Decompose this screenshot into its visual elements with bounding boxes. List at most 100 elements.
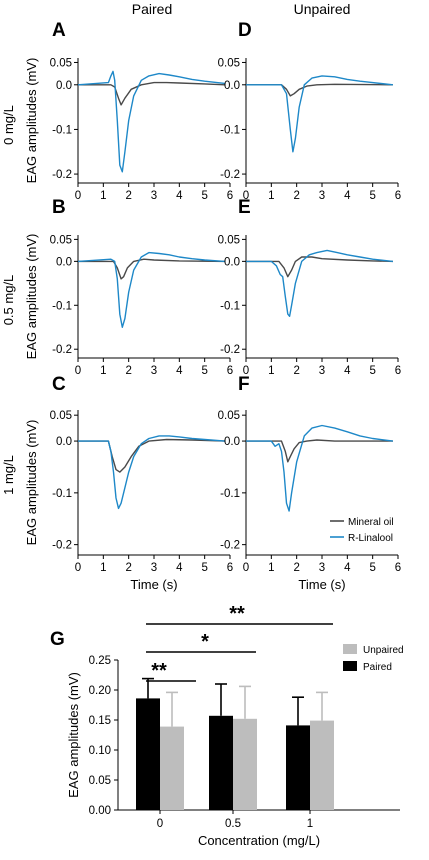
panel-letter-F: F — [238, 374, 250, 395]
x-tick-label: 1 — [100, 562, 106, 574]
x-tick-label: 4 — [176, 365, 183, 377]
series-line-r-linalool — [246, 75, 393, 153]
series-line-mineral-oil — [78, 81, 225, 106]
x-tick-label: 2 — [293, 562, 299, 574]
x-tick-label: 6 — [395, 562, 401, 574]
x-axis-label: Time (s) — [298, 577, 345, 592]
y-tick-label: -0.2 — [52, 169, 72, 181]
bar-legend: Unpaired Paired — [343, 644, 404, 673]
y-tick-label: -0.2 — [52, 344, 72, 356]
x-tick-label: 2 — [125, 562, 131, 574]
series-line-r-linalool — [77, 251, 225, 328]
x-tick-label: 2 — [293, 365, 299, 377]
y-axis-label: EAG amplitudes (mV) — [24, 420, 39, 546]
x-tick-label: 6 — [395, 365, 401, 377]
x-tick-label: 1 — [268, 190, 274, 202]
x-tick-label: 1 — [268, 562, 274, 574]
bar-paired — [136, 698, 160, 810]
y-tick-label: -0.1 — [220, 300, 240, 312]
x-tick-label: 3 — [151, 365, 157, 377]
series-line-r-linalool — [78, 435, 225, 510]
y-tick-label: 0.05 — [218, 234, 240, 246]
series-line-mineral-oil — [246, 256, 393, 278]
bar-unpaired — [310, 720, 334, 810]
x-tick-label: 0 — [75, 365, 81, 377]
series-line-mineral-oil — [246, 439, 393, 463]
panel-A: A 0 1 2 3 4 5 6 0.05 0.0 -0.1 -0.2 EAG amplitudes (m… — [24, 20, 233, 202]
x-tick-label: 2 — [125, 365, 131, 377]
series-line-mineral-oil — [246, 83, 393, 97]
series-line-mineral-oil — [78, 438, 225, 473]
x-tick-label: 4 — [176, 562, 183, 574]
x-tick-label: 5 — [201, 562, 207, 574]
y-tick-label: -0.2 — [220, 540, 240, 552]
bar-paired — [286, 725, 310, 810]
row-label-1: 1 mg/L — [1, 455, 16, 495]
x-tick-label: 3 — [319, 190, 325, 202]
y-tick-label: -0.2 — [52, 540, 72, 552]
panel-F: F 0 1 2 3 4 5 6 0.05 0.0 -0.1 -0.2 Time (s) — [218, 374, 402, 592]
series-line-r-linalool — [246, 249, 393, 317]
legend-swatch-paired — [343, 661, 357, 671]
x-tick-label: 0.5 — [225, 818, 241, 830]
significance-label: * — [201, 631, 209, 653]
significance-label: ** — [151, 660, 167, 682]
x-axis-label: Time (s) — [130, 577, 177, 592]
y-tick-label: 0.05 — [218, 57, 240, 69]
legend-label-unpaired: Unpaired — [363, 645, 404, 656]
bar-unpaired — [233, 718, 257, 810]
x-tick-label: 6 — [227, 562, 233, 574]
x-tick-label: 6 — [395, 190, 401, 202]
series-line-r-linalool — [246, 424, 393, 512]
y-tick-label: 0.0 — [224, 256, 240, 268]
x-tick-label: 3 — [151, 190, 157, 202]
series-line-mineral-oil — [78, 258, 225, 280]
x-tick-label: 2 — [293, 190, 299, 202]
y-tick-label: -0.1 — [220, 488, 240, 500]
x-tick-label: 2 — [125, 190, 131, 202]
y-tick-label: 0.25 — [89, 655, 111, 667]
x-tick-label: 0 — [243, 190, 249, 202]
x-tick-label: 4 — [344, 365, 351, 377]
y-tick-label: 0.05 — [218, 410, 240, 422]
x-tick-label: 1 — [100, 190, 106, 202]
legend-label-mineral-oil: Mineral oil — [348, 517, 394, 528]
y-tick-label: 0.05 — [50, 57, 72, 69]
y-tick-label: 0.10 — [89, 745, 111, 757]
panel-D: D 0 1 2 3 4 5 6 0.05 0.0 -0.1 -0.2 — [218, 20, 402, 202]
y-tick-label: 0.05 — [50, 410, 72, 422]
x-tick-label: 3 — [151, 562, 157, 574]
bar-paired — [209, 715, 233, 810]
series-line-r-linalool — [77, 70, 225, 173]
x-tick-label: 3 — [319, 365, 325, 377]
x-tick-label: 0 — [243, 365, 249, 377]
panel-letter-D: D — [238, 20, 252, 41]
y-tick-label: 0.0 — [56, 256, 72, 268]
x-tick-label: 0 — [75, 190, 81, 202]
y-tick-label: -0.2 — [220, 344, 240, 356]
x-tick-label: 1 — [268, 365, 274, 377]
row-label-05: 0.5 mg/L — [1, 275, 16, 326]
x-tick-label: 6 — [227, 190, 233, 202]
x-tick-label: 5 — [201, 365, 207, 377]
x-tick-label: 4 — [176, 190, 183, 202]
x-tick-label: 0 — [243, 562, 249, 574]
x-tick-label: 5 — [369, 562, 375, 574]
x-tick-label: 5 — [369, 365, 375, 377]
x-tick-label: 5 — [201, 190, 207, 202]
x-tick-label: 3 — [319, 562, 325, 574]
y-axis-label: EAG amplitudes (mV) — [24, 234, 39, 360]
y-tick-label: -0.1 — [220, 124, 240, 136]
y-tick-label: 0.05 — [89, 775, 111, 787]
x-axis-label: Concentration (mg/L) — [198, 833, 320, 848]
panel-letter-C: C — [52, 374, 66, 395]
legend-label-r-linalool: R-Linalool — [348, 533, 393, 544]
y-tick-label: 0.15 — [89, 715, 111, 727]
x-tick-label: 6 — [227, 365, 233, 377]
y-tick-label: 0.05 — [50, 234, 72, 246]
panel-E: E 0 1 2 3 4 5 6 0.05 0.0 -0.1 -0.2 — [218, 197, 402, 377]
row-label-0: 0 mg/L — [1, 105, 16, 145]
